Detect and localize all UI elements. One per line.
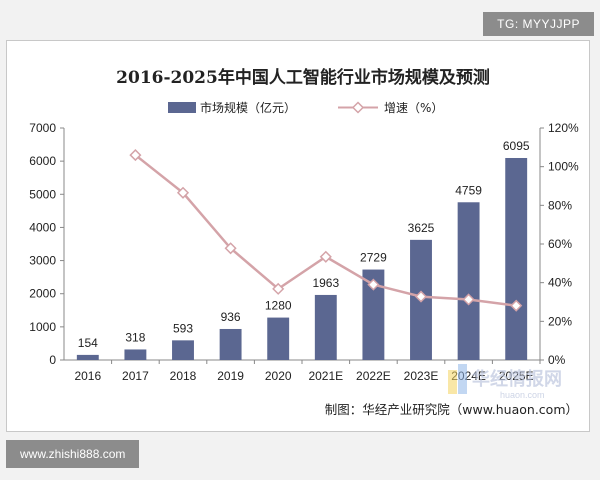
bar: [172, 340, 194, 360]
legend-bar-swatch: [168, 102, 196, 113]
bar-labels-group: 154 318 593 936 1280 1963 2729 3625 4759 6095: [78, 139, 530, 350]
growth-point: [224, 242, 237, 255]
y-right-tick-label: 100%: [548, 160, 579, 174]
x-tick-label: 2019: [217, 369, 244, 383]
y-left-tick-label: 1000: [29, 320, 56, 334]
bar-value-label: 2729: [360, 251, 387, 265]
bar: [314, 294, 337, 360]
x-tick-label: 2023E: [404, 369, 439, 383]
bar: [457, 202, 480, 360]
y-left-tick-label: 3000: [29, 254, 56, 268]
growth-point: [414, 290, 428, 303]
x-tick-label: 2022E: [356, 369, 391, 383]
bar: [362, 269, 385, 360]
y-right-tick-label: 80%: [548, 198, 572, 212]
bar: [76, 354, 99, 360]
legend: 市场规模（亿元） 增速（%）: [168, 100, 443, 115]
bar-value-label: 4759: [455, 183, 482, 197]
y-right-tick-label: 60%: [548, 237, 572, 251]
watermark-brand-text: 华经情报网: [472, 368, 562, 390]
x-tick-label: 2017: [122, 369, 149, 383]
bar-value-label: 936: [221, 310, 241, 324]
bar: [505, 157, 528, 360]
y-left-tick-label: 2000: [29, 287, 56, 301]
bar-value-label: 3625: [408, 221, 435, 235]
bar-value-label: 154: [78, 336, 98, 350]
watermark-tag-top: TG: MYYJJPP: [483, 12, 594, 36]
growth-line-group: [129, 149, 523, 312]
y-left-tick-labels: 0 1000 2000 3000 4000 5000 6000 7000: [29, 121, 56, 367]
legend-line-label: 增速（%）: [384, 101, 443, 115]
growth-point: [367, 278, 380, 291]
x-tick-label: 2025E: [499, 369, 534, 383]
growth-point: [129, 149, 142, 162]
bar: [124, 349, 147, 360]
watermark-logo-bar-blue: [458, 364, 467, 394]
y-right-tick-label: 0%: [548, 353, 566, 367]
bar-value-label: 1280: [265, 299, 292, 313]
growth-point: [272, 282, 285, 295]
chart-panel: [6, 40, 590, 432]
x-tick-label: 2018: [170, 369, 197, 383]
bar-value-label: 318: [125, 330, 145, 344]
y-right-tick-label: 20%: [548, 314, 572, 328]
growth-point: [510, 299, 523, 312]
bar: [219, 328, 242, 360]
bar-value-label: 1963: [312, 276, 339, 290]
y-left-tick-label: 5000: [29, 187, 56, 201]
y-left-tick-label: 4000: [29, 220, 56, 234]
watermark-sub-text: huaon.com: [500, 390, 545, 400]
y-right-tick-label: 40%: [548, 276, 572, 290]
bar: [267, 317, 290, 360]
growth-point: [462, 293, 475, 306]
y-right-tick-label: 120%: [548, 121, 579, 135]
y-left-tick-label: 7000: [29, 121, 56, 135]
bars-group: [76, 157, 528, 360]
chart-title: 2016-2025年中国人工智能行业市场规模及预测: [116, 67, 490, 88]
x-tick-label: 2020: [265, 369, 292, 383]
source-note: 制图：华经产业研究院（www.huaon.com）: [325, 402, 578, 417]
y-left-tick-label: 6000: [29, 154, 56, 168]
y-right-tick-labels: 0% 20% 40% 60% 80% 100% 120%: [548, 121, 579, 367]
huaon-watermark: 华经情报网 huaon.com: [448, 364, 562, 400]
x-tick-label: 2021E: [308, 369, 343, 383]
watermark-tag-bottom: www.zhishi888.com: [6, 440, 140, 468]
y-left-tick-label: 0: [49, 353, 56, 367]
growth-point: [176, 186, 190, 199]
growth-point: [319, 250, 332, 263]
legend-line-marker: [351, 101, 365, 114]
legend-bar-label: 市场规模（亿元）: [200, 100, 296, 115]
bar-value-label: 593: [173, 321, 193, 335]
bar-value-label: 6095: [503, 139, 530, 153]
x-tick-label: 2016: [74, 369, 101, 383]
watermark-logo-bar-yellow: [448, 370, 457, 394]
